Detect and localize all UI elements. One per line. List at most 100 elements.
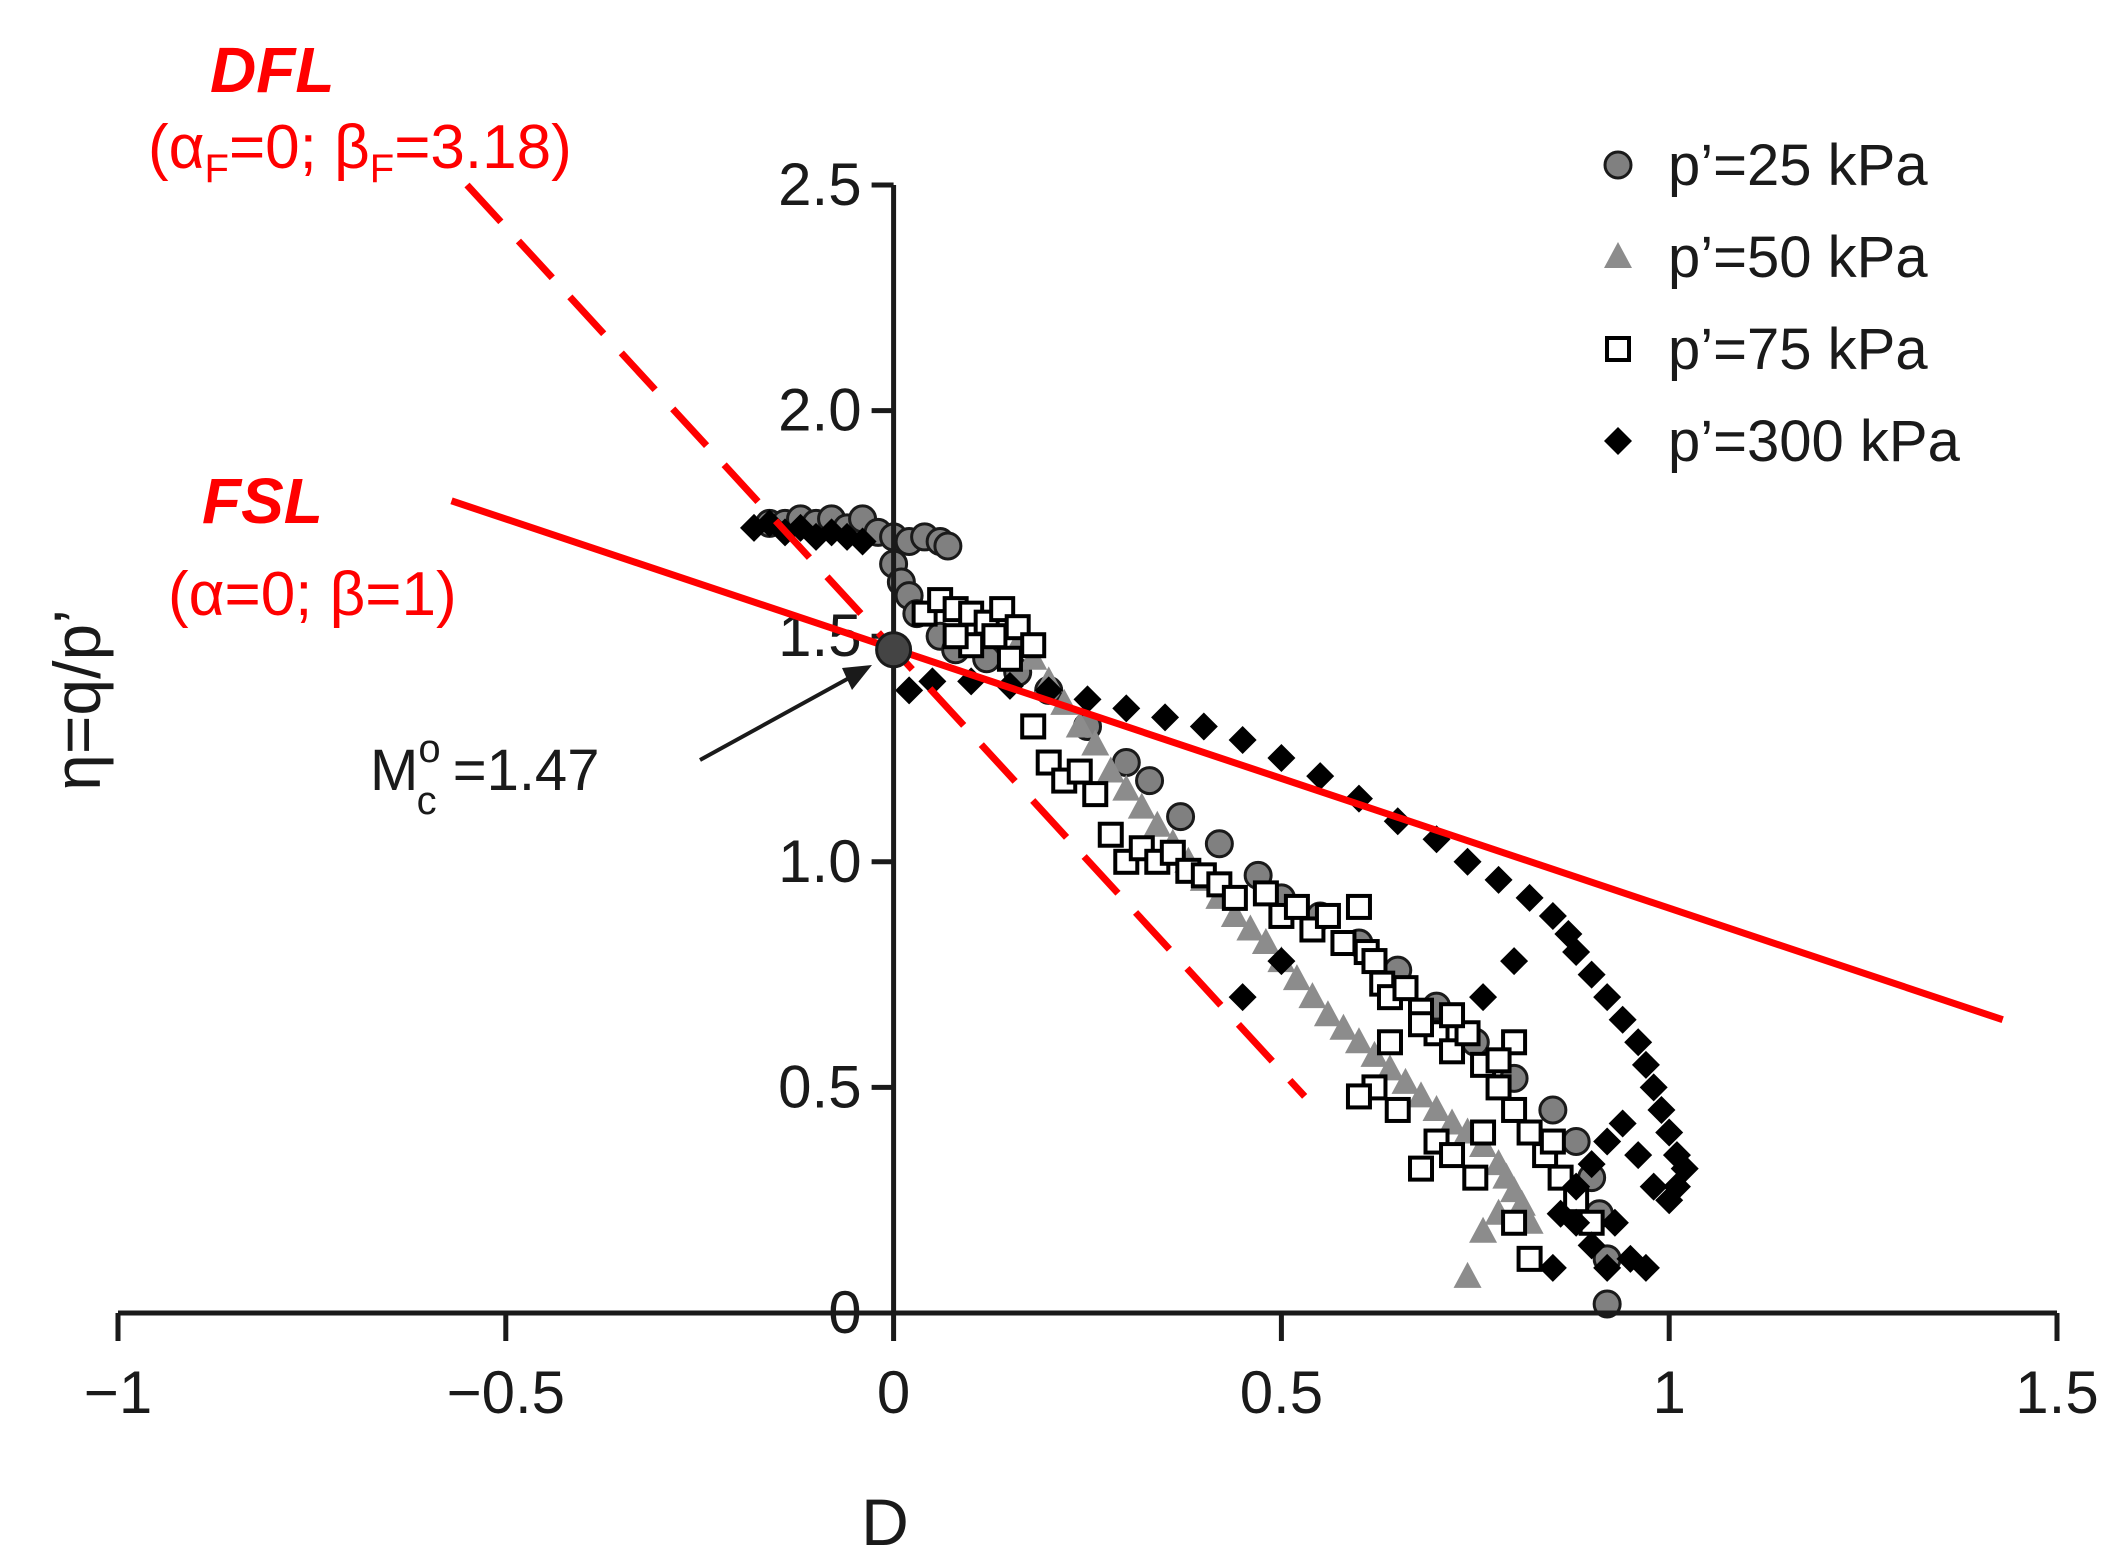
dfl-label: DFL — [210, 34, 334, 106]
data-point — [1267, 744, 1296, 773]
data-point — [1639, 1172, 1668, 1201]
data-point — [1562, 938, 1591, 967]
data-point — [1282, 964, 1311, 991]
data-point — [1562, 1208, 1591, 1237]
y-tick-label: 0.5 — [778, 1053, 861, 1120]
legend-marker — [1605, 336, 1631, 362]
fsl-params: (α=0; β=1) — [168, 560, 457, 629]
data-point — [1655, 1118, 1684, 1147]
data-point — [1593, 983, 1622, 1012]
y-ticks: 00.51.01.52.02.5 — [778, 151, 894, 1346]
data-point — [1065, 711, 1094, 738]
data-point — [1639, 1073, 1668, 1102]
data-point — [1515, 883, 1544, 912]
mc-sub: c — [417, 779, 437, 823]
data-point — [1592, 1289, 1622, 1319]
data-point — [1220, 900, 1249, 927]
x-tick-label: 1.5 — [2015, 1359, 2098, 1426]
data-point — [1251, 928, 1280, 955]
x-ticks: −1 −0.5 0 0.5 1 1.5 — [84, 1313, 2099, 1426]
data-point — [1469, 1216, 1498, 1243]
data-point — [1112, 694, 1141, 723]
data-point — [1538, 901, 1567, 930]
data-point — [1392, 975, 1419, 1002]
data-point — [1516, 1245, 1543, 1272]
data-point — [1600, 1208, 1629, 1237]
data-point — [1082, 781, 1109, 808]
y-tick-label: 2.0 — [778, 377, 861, 444]
data-point — [1361, 948, 1388, 975]
data-point — [1608, 1005, 1637, 1034]
data-point — [1329, 1013, 1358, 1040]
data-point — [1375, 1054, 1404, 1081]
data-point — [1624, 1028, 1653, 1057]
legend: p’=25 kPa p’=50 kPa p’=75 kPa p’=300 kPa — [1603, 133, 1961, 474]
data-point — [1538, 1253, 1567, 1282]
data-point — [1384, 1096, 1411, 1123]
data-point — [1166, 802, 1196, 832]
mc-arrow-line — [699, 670, 861, 762]
data-point — [981, 623, 1008, 650]
legend-marker — [1604, 427, 1632, 455]
data-point — [1501, 1096, 1528, 1123]
data-point — [1298, 982, 1327, 1009]
data-point — [1127, 792, 1156, 819]
data-point — [1345, 893, 1372, 920]
data-point — [918, 667, 947, 696]
data-point — [1267, 947, 1296, 976]
fsl-line — [450, 497, 2004, 1024]
data-point — [1539, 1128, 1566, 1155]
mc-value: =1.47 — [437, 738, 600, 803]
data-point — [1538, 1095, 1568, 1125]
data-point — [1470, 1119, 1497, 1146]
dfl-params: (αF=0; βF=3.18) — [148, 113, 572, 191]
data-point — [1408, 1155, 1435, 1182]
data-point — [1453, 847, 1482, 876]
legend-item: p’=25 kPa — [1603, 133, 1928, 198]
data-point — [1236, 914, 1265, 941]
data-layer — [739, 504, 1699, 1319]
data-point — [1577, 1231, 1606, 1260]
mc-point — [875, 631, 913, 669]
data-point — [933, 531, 963, 561]
data-point — [1453, 1261, 1482, 1288]
axes-layer: −1 −0.5 0 0.5 1 1.5 0 0.5 1.0 1.5 2.0 2.5 D η=q/p’ — [40, 151, 2099, 1559]
legend-marker — [1603, 150, 1633, 180]
data-point — [1313, 1000, 1342, 1027]
data-point — [1228, 725, 1257, 754]
x-tick-label: 0 — [877, 1359, 910, 1426]
y-tick-label: 1.0 — [778, 828, 861, 895]
dfl-params-mid: =0; β — [229, 113, 370, 182]
data-point — [1469, 983, 1498, 1012]
mc-arrow-head — [842, 665, 872, 690]
data-point — [1097, 821, 1124, 848]
legend-label: p’=75 kPa — [1668, 317, 1928, 382]
data-point — [1485, 1047, 1512, 1074]
data-point — [1189, 712, 1218, 741]
mc-main: M — [370, 738, 418, 803]
data-point — [1608, 1109, 1637, 1138]
data-point — [1135, 766, 1165, 796]
data-point — [1283, 893, 1310, 920]
data-point — [1647, 1095, 1676, 1124]
y-axis-label: η=q/p’ — [40, 609, 114, 791]
data-point — [1073, 685, 1102, 714]
data-point — [1408, 1011, 1435, 1038]
data-point — [1143, 810, 1172, 837]
data-point — [1484, 865, 1513, 894]
data-point — [1020, 713, 1047, 740]
data-point — [996, 645, 1023, 672]
x-tick-label: −0.5 — [447, 1359, 565, 1426]
data-point — [1462, 1164, 1489, 1191]
data-point — [1655, 1186, 1684, 1215]
dfl-params-sub2: F — [370, 147, 394, 191]
legend-marker — [1604, 242, 1632, 268]
annotation-layer: DFL (αF=0; βF=3.18) FSL (α=0; β=1) Mo c =… — [148, 34, 913, 823]
data-point — [1112, 774, 1141, 801]
data-point — [1439, 1002, 1466, 1029]
y-tick-label: 2.5 — [778, 151, 861, 218]
data-point — [1438, 1108, 1467, 1135]
data-point — [1096, 756, 1125, 783]
mc-sup: o — [418, 727, 440, 771]
